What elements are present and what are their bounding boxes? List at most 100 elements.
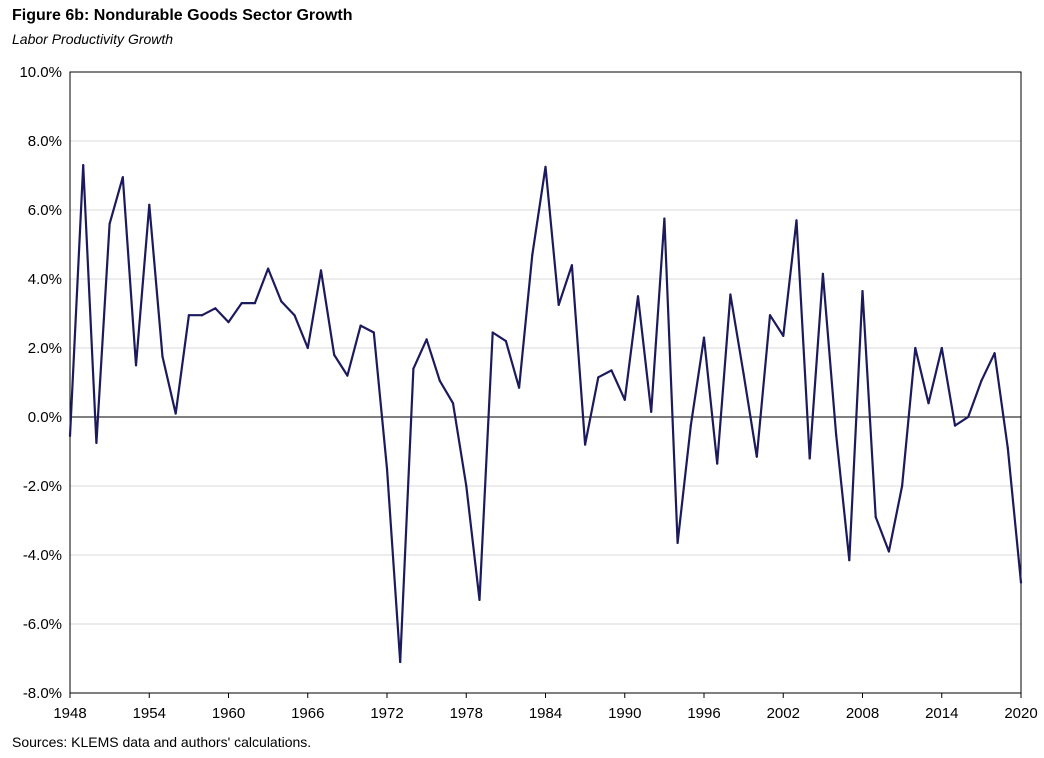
data-point bbox=[584, 443, 587, 446]
data-point bbox=[927, 402, 930, 405]
data-point bbox=[227, 321, 230, 324]
data-point bbox=[346, 374, 349, 377]
data-point bbox=[504, 340, 507, 343]
data-point bbox=[716, 462, 719, 465]
data-point bbox=[253, 302, 257, 305]
data-point bbox=[808, 457, 811, 460]
x-axis-labels: 1948 1954 1960 1966 1972 1978 1984 1990 1996 2002… bbox=[53, 705, 1037, 722]
x-tick-label: 1972 bbox=[370, 705, 403, 722]
data-point bbox=[623, 398, 626, 401]
plot-frame bbox=[69, 71, 1022, 694]
data-point bbox=[636, 295, 640, 298]
x-tick-label: 1948 bbox=[53, 705, 86, 722]
y-tick-label: -6.0% bbox=[23, 616, 62, 633]
data-point bbox=[200, 314, 204, 317]
data-point bbox=[597, 376, 600, 379]
data-point bbox=[676, 541, 679, 545]
data-point bbox=[451, 402, 455, 405]
chart-title: Figure 6b: Nondurable Goods Sector Growt… bbox=[12, 7, 353, 24]
data-point bbox=[161, 355, 164, 358]
data-point bbox=[425, 338, 428, 341]
x-axis-ticks bbox=[69, 693, 1022, 698]
y-tick-label: -2.0% bbox=[23, 478, 62, 495]
data-point bbox=[1006, 446, 1009, 450]
gridlines bbox=[70, 71, 1021, 694]
data-point bbox=[491, 331, 494, 334]
data-point bbox=[399, 660, 402, 664]
data-points bbox=[68, 164, 1023, 664]
data-point bbox=[689, 424, 692, 427]
data-point bbox=[465, 484, 468, 488]
data-point bbox=[610, 369, 613, 372]
x-tick-label: 1978 bbox=[450, 705, 483, 722]
data-point bbox=[359, 324, 362, 327]
source-note: Sources: KLEMS data and authors' calcula… bbox=[12, 734, 312, 750]
data-point bbox=[544, 165, 547, 168]
data-point bbox=[187, 314, 190, 317]
data-point bbox=[861, 289, 864, 293]
y-tick-label: 0.0% bbox=[28, 409, 62, 426]
data-point bbox=[650, 410, 653, 413]
data-point bbox=[795, 219, 798, 222]
data-point bbox=[108, 222, 111, 225]
data-point bbox=[834, 433, 838, 436]
data-point bbox=[1019, 581, 1023, 584]
y-tick-label: -4.0% bbox=[23, 547, 62, 564]
data-point bbox=[68, 434, 72, 438]
data-point bbox=[333, 353, 336, 356]
data-point bbox=[134, 364, 138, 367]
y-axis-labels: 10.0% 8.0% 6.0% 4.0% 2.0% 0.0% -2.0% -4.0% -6.0%… bbox=[19, 64, 62, 702]
data-point bbox=[174, 412, 177, 415]
data-point bbox=[82, 164, 85, 167]
data-point bbox=[438, 379, 441, 382]
y-tick-label: 6.0% bbox=[28, 202, 62, 219]
data-point bbox=[531, 253, 534, 256]
data-point bbox=[901, 484, 904, 488]
y-tick-label: 10.0% bbox=[19, 64, 62, 81]
data-point bbox=[121, 176, 124, 179]
data-point bbox=[267, 267, 270, 270]
data-point bbox=[848, 559, 851, 562]
data-point bbox=[874, 515, 877, 519]
x-tick-label: 1984 bbox=[529, 705, 562, 722]
data-point bbox=[914, 346, 917, 350]
x-tick-label: 2008 bbox=[846, 705, 879, 722]
data-point bbox=[729, 293, 732, 296]
data-point bbox=[280, 300, 283, 303]
data-point bbox=[372, 331, 375, 334]
data-point bbox=[306, 346, 309, 350]
y-tick-label: 2.0% bbox=[28, 340, 62, 357]
data-point bbox=[557, 303, 560, 306]
data-point bbox=[702, 336, 706, 339]
data-point bbox=[967, 415, 970, 419]
y-tick-label: 4.0% bbox=[28, 271, 62, 288]
data-point bbox=[663, 217, 666, 220]
data-point bbox=[742, 372, 745, 375]
x-tick-label: 1960 bbox=[212, 705, 245, 722]
data-point bbox=[887, 550, 891, 553]
data-point bbox=[993, 352, 996, 355]
data-point bbox=[319, 269, 323, 272]
y-tick-label: 8.0% bbox=[28, 133, 62, 150]
data-point bbox=[385, 467, 389, 470]
x-tick-label: 2020 bbox=[1004, 705, 1037, 722]
data-point bbox=[478, 598, 481, 601]
x-tick-label: 2014 bbox=[925, 705, 958, 722]
x-tick-label: 1990 bbox=[608, 705, 641, 722]
data-point bbox=[782, 334, 785, 338]
data-point bbox=[214, 307, 217, 310]
x-tick-label: 1996 bbox=[687, 705, 720, 722]
data-point bbox=[980, 379, 983, 382]
data-point bbox=[821, 272, 824, 275]
data-point bbox=[755, 455, 758, 458]
x-tick-label: 1966 bbox=[291, 705, 324, 722]
data-point bbox=[95, 441, 98, 444]
data-point bbox=[570, 264, 574, 267]
series-line bbox=[68, 164, 1023, 664]
x-tick-label: 2002 bbox=[767, 705, 800, 722]
y-tick-label: -8.0% bbox=[23, 685, 62, 702]
data-point bbox=[517, 386, 521, 389]
chart-subtitle: Labor Productivity Growth bbox=[12, 31, 174, 47]
data-point bbox=[148, 203, 151, 206]
